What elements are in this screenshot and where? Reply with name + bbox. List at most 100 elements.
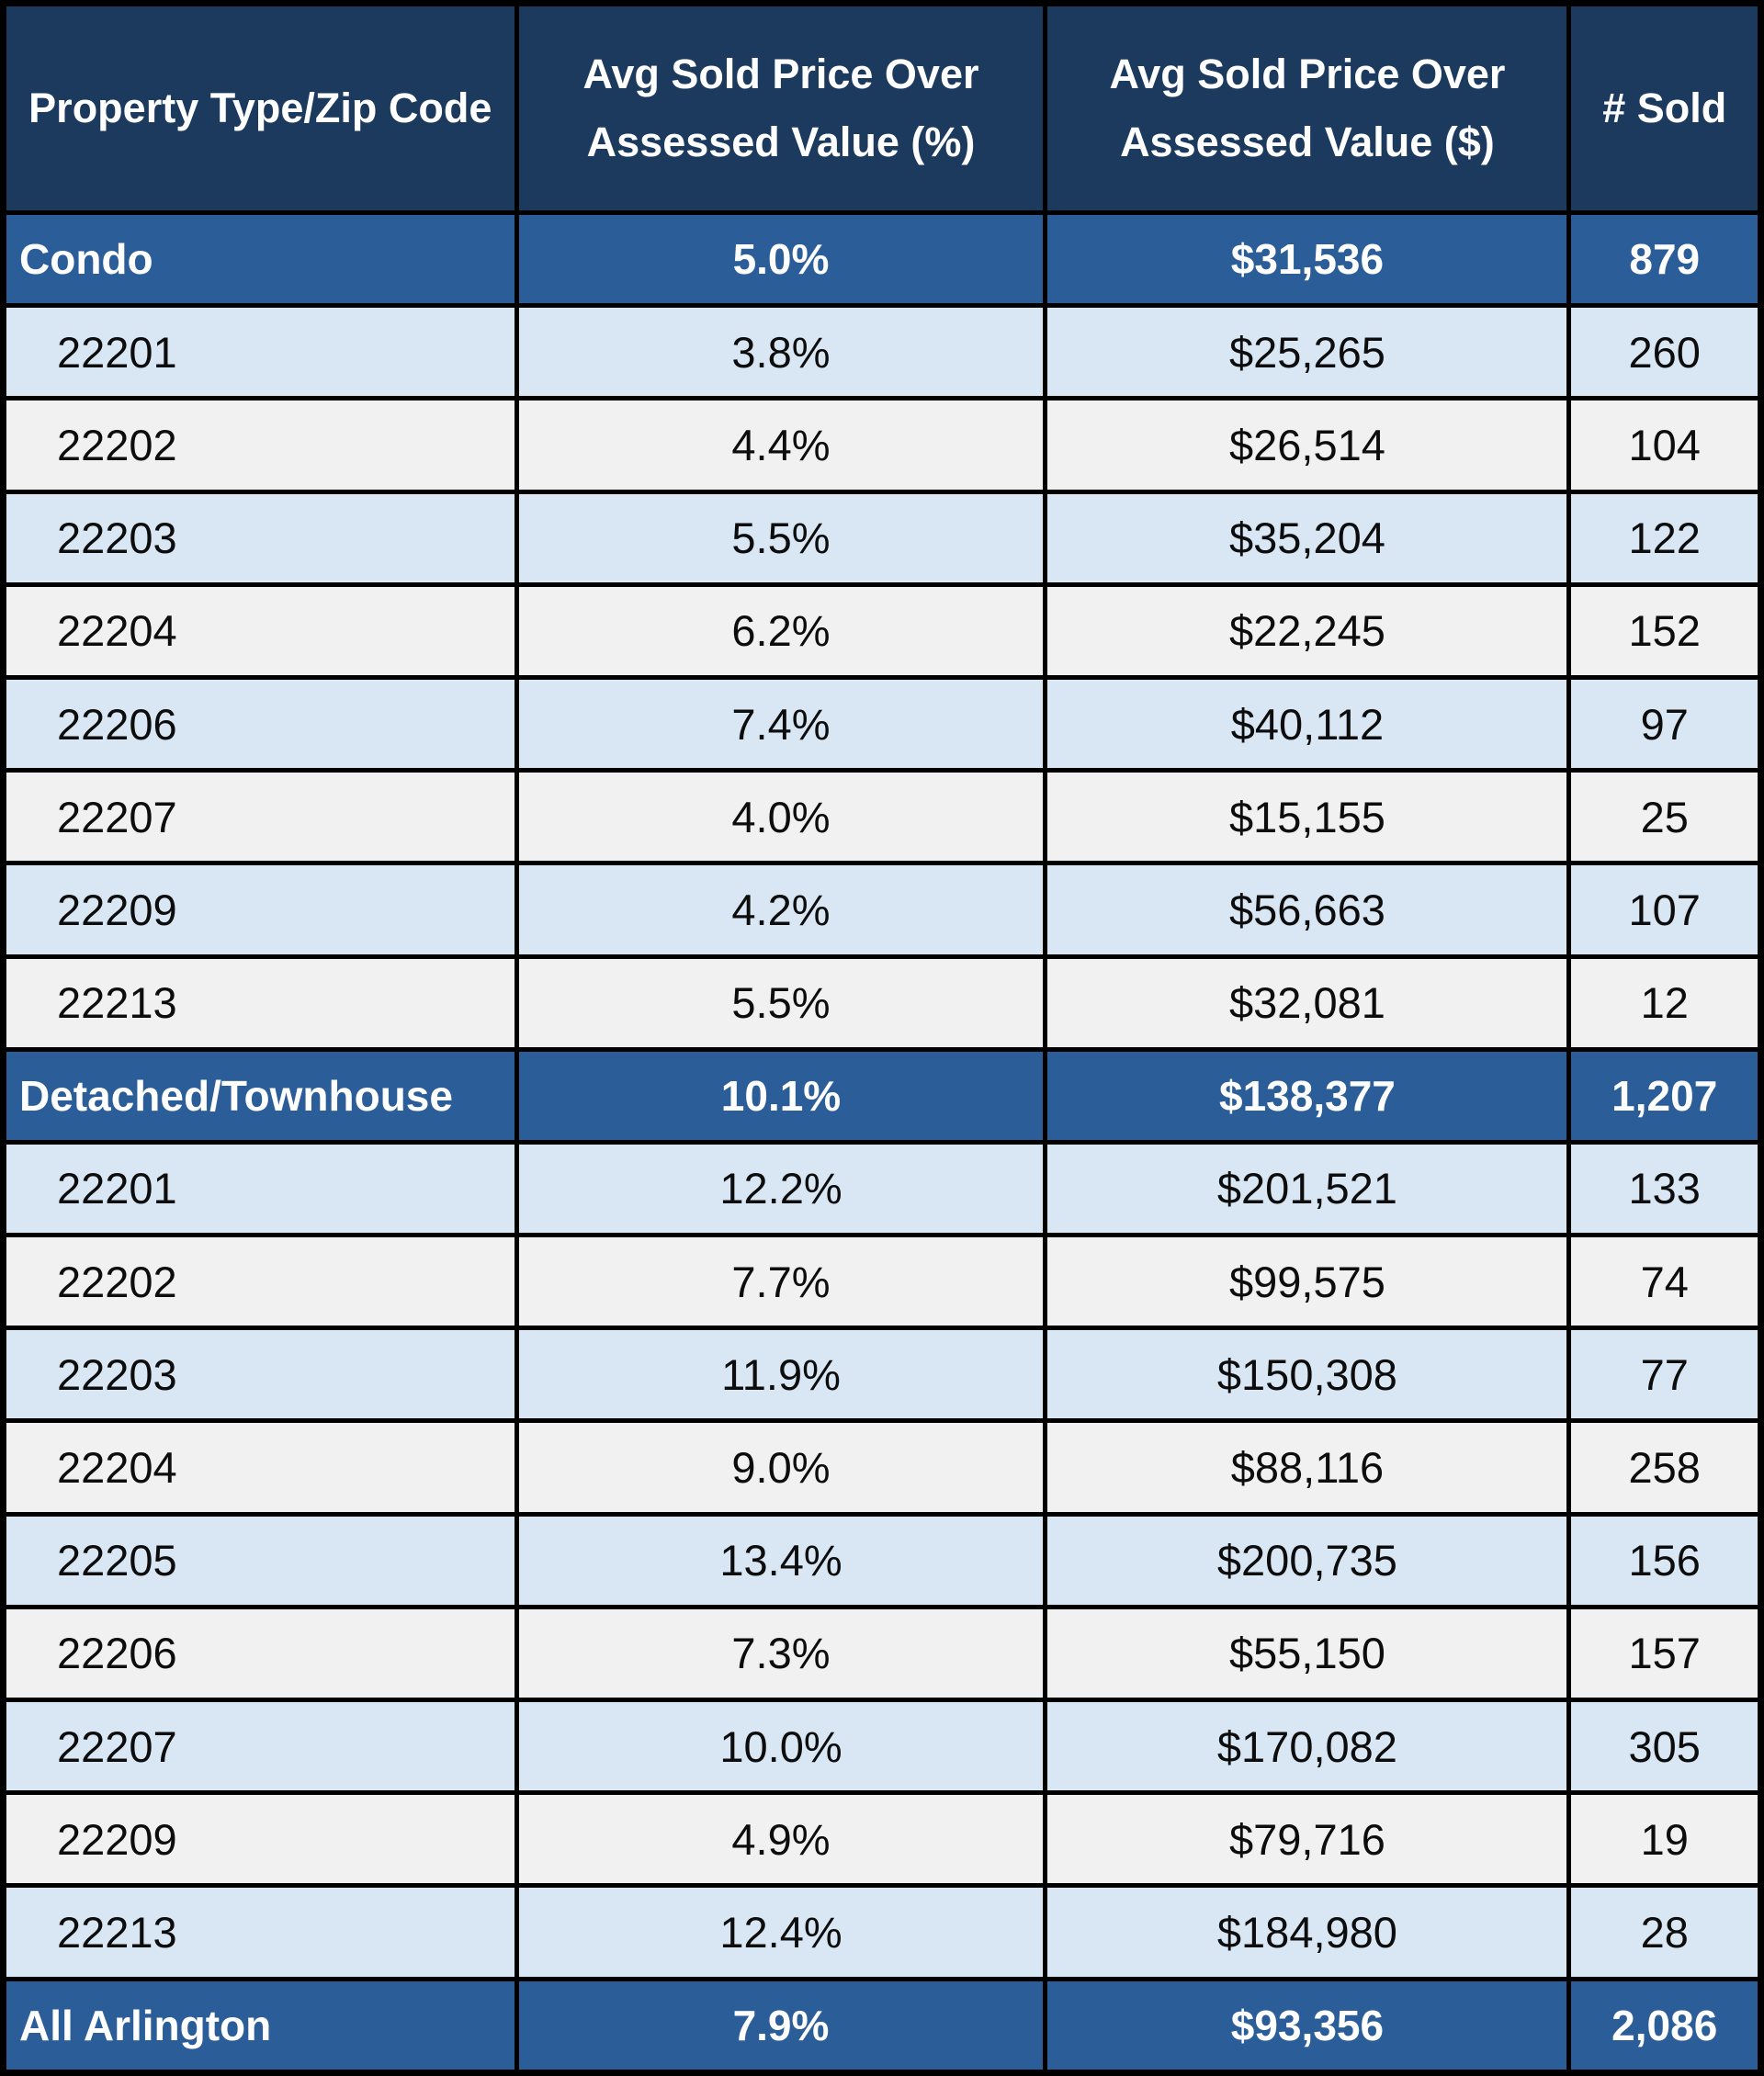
category-row-condo: Condo 5.0% $31,536 879: [1, 209, 1763, 309]
cell-label: 22204: [1, 1418, 519, 1517]
cell-dollar: $40,112: [1043, 674, 1572, 773]
table-header: Property Type/Zip Code Avg Sold Price Ov…: [1, 1, 1763, 215]
cell-label: 22201: [1, 303, 519, 401]
cell-sold: 122: [1566, 489, 1763, 587]
cell-pct: 13.4%: [514, 1511, 1048, 1609]
cell-sold: 2,086: [1566, 1976, 1763, 2076]
cell-sold: 28: [1566, 1883, 1763, 1981]
cell-pct: 5.5%: [514, 953, 1048, 1052]
cell-label: 22213: [1, 953, 519, 1052]
cell-pct: 5.0%: [514, 209, 1048, 309]
cell-dollar: $55,150: [1043, 1604, 1572, 1703]
cell-label: 22204: [1, 581, 519, 680]
cell-sold: 879: [1566, 209, 1763, 309]
header-row: Property Type/Zip Code Avg Sold Price Ov…: [1, 1, 1763, 215]
cell-label: 22213: [1, 1883, 519, 1981]
zip-row: 22206 7.4% $40,112 97: [1, 674, 1763, 773]
table-body: Condo 5.0% $31,536 879 22201 3.8% $25,265 260 …: [1, 209, 1763, 2076]
col-header-dollar-over-assessed: Avg Sold Price Over Assessed Value ($): [1043, 1, 1572, 215]
cell-label: 22209: [1, 861, 519, 959]
cell-pct: 4.0%: [514, 768, 1048, 866]
cell-pct: 7.3%: [514, 1604, 1048, 1703]
cell-label: 22203: [1, 1326, 519, 1424]
zip-row: 22201 3.8% $25,265 260: [1, 303, 1763, 401]
cell-dollar: $26,514: [1043, 396, 1572, 494]
cell-sold: 19: [1566, 1790, 1763, 1889]
cell-pct: 10.1%: [514, 1046, 1048, 1145]
cell-pct: 12.4%: [514, 1883, 1048, 1981]
zip-row: 22202 7.7% $99,575 74: [1, 1233, 1763, 1331]
cell-label: 22205: [1, 1511, 519, 1609]
cell-dollar: $200,735: [1043, 1511, 1572, 1609]
cell-pct: 7.9%: [514, 1976, 1048, 2076]
cell-label: Condo: [1, 209, 519, 309]
zip-row: 22207 10.0% $170,082 305: [1, 1697, 1763, 1796]
cell-label: 22202: [1, 1233, 519, 1331]
cell-sold: 12: [1566, 953, 1763, 1052]
cell-label: Detached/Townhouse: [1, 1046, 519, 1145]
cell-pct: 3.8%: [514, 303, 1048, 401]
category-row-detached-townhouse: Detached/Townhouse 10.1% $138,377 1,207: [1, 1046, 1763, 1145]
cell-pct: 7.4%: [514, 674, 1048, 773]
cell-dollar: $150,308: [1043, 1326, 1572, 1424]
zip-row: 22202 4.4% $26,514 104: [1, 396, 1763, 494]
zip-row: 22205 13.4% $200,735 156: [1, 1511, 1763, 1609]
cell-sold: 133: [1566, 1139, 1763, 1238]
cell-label: 22207: [1, 768, 519, 866]
cell-sold: 258: [1566, 1418, 1763, 1517]
cell-dollar: $184,980: [1043, 1883, 1572, 1981]
zip-row: 22207 4.0% $15,155 25: [1, 768, 1763, 866]
cell-dollar: $31,536: [1043, 209, 1572, 309]
cell-label: 22209: [1, 1790, 519, 1889]
zip-row: 22201 12.2% $201,521 133: [1, 1139, 1763, 1238]
cell-pct: 6.2%: [514, 581, 1048, 680]
col-header-property-type: Property Type/Zip Code: [1, 1, 519, 215]
zip-row: 22203 11.9% $150,308 77: [1, 1326, 1763, 1424]
cell-sold: 260: [1566, 303, 1763, 401]
cell-label: All Arlington: [1, 1976, 519, 2076]
cell-label: 22203: [1, 489, 519, 587]
zip-row: 22209 4.2% $56,663 107: [1, 861, 1763, 959]
cell-dollar: $22,245: [1043, 581, 1572, 680]
cell-dollar: $88,116: [1043, 1418, 1572, 1517]
cell-dollar: $79,716: [1043, 1790, 1572, 1889]
cell-pct: 7.7%: [514, 1233, 1048, 1331]
col-header-num-sold: # Sold: [1566, 1, 1763, 215]
cell-pct: 9.0%: [514, 1418, 1048, 1517]
cell-sold: 157: [1566, 1604, 1763, 1703]
cell-label: 22207: [1, 1697, 519, 1796]
cell-pct: 5.5%: [514, 489, 1048, 587]
cell-dollar: $15,155: [1043, 768, 1572, 866]
cell-label: 22201: [1, 1139, 519, 1238]
cell-sold: 25: [1566, 768, 1763, 866]
zip-row: 22204 6.2% $22,245 152: [1, 581, 1763, 680]
cell-label: 22206: [1, 674, 519, 773]
cell-sold: 152: [1566, 581, 1763, 680]
cell-dollar: $32,081: [1043, 953, 1572, 1052]
cell-sold: 97: [1566, 674, 1763, 773]
zip-row: 22203 5.5% $35,204 122: [1, 489, 1763, 587]
cell-dollar: $201,521: [1043, 1139, 1572, 1238]
cell-sold: 107: [1566, 861, 1763, 959]
cell-pct: 12.2%: [514, 1139, 1048, 1238]
total-row-all-arlington: All Arlington 7.9% $93,356 2,086: [1, 1976, 1763, 2076]
cell-dollar: $25,265: [1043, 303, 1572, 401]
cell-label: 22202: [1, 396, 519, 494]
cell-sold: 1,207: [1566, 1046, 1763, 1145]
zip-row: 22213 5.5% $32,081 12: [1, 953, 1763, 1052]
cell-dollar: $35,204: [1043, 489, 1572, 587]
cell-sold: 305: [1566, 1697, 1763, 1796]
cell-pct: 4.2%: [514, 861, 1048, 959]
cell-pct: 4.9%: [514, 1790, 1048, 1889]
cell-pct: 11.9%: [514, 1326, 1048, 1424]
zip-row: 22209 4.9% $79,716 19: [1, 1790, 1763, 1889]
col-header-pct-over-assessed: Avg Sold Price Over Assessed Value (%): [514, 1, 1048, 215]
cell-pct: 4.4%: [514, 396, 1048, 494]
cell-sold: 156: [1566, 1511, 1763, 1609]
cell-dollar: $56,663: [1043, 861, 1572, 959]
cell-dollar: $93,356: [1043, 1976, 1572, 2076]
cell-label: 22206: [1, 1604, 519, 1703]
cell-sold: 77: [1566, 1326, 1763, 1424]
zip-row: 22213 12.4% $184,980 28: [1, 1883, 1763, 1981]
